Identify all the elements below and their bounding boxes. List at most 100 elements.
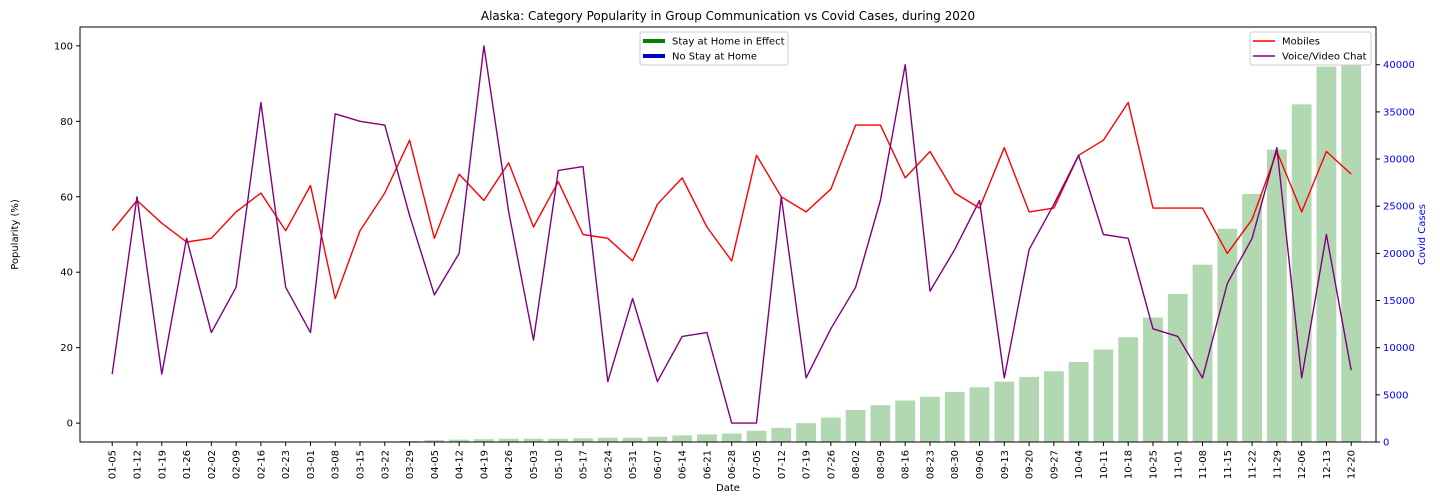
x-tick-label-04-26: 04-26 — [504, 450, 515, 479]
x-tick-label-10-18: 10-18 — [1124, 450, 1135, 479]
x-tick-label-03-22: 03-22 — [380, 450, 391, 479]
covid-bar-06-21 — [697, 434, 717, 442]
right-y-axis: 0 5000 10000 15000 20000 25000 30000 35000 40000 — [1376, 60, 1415, 449]
y-tick-label-80: 80 — [60, 117, 73, 128]
x-tick-label-08-16: 08-16 — [901, 450, 912, 479]
legend-label-0: Stay at Home in Effect — [672, 37, 785, 48]
covid-bar-05-10 — [548, 438, 569, 442]
x-tick-label-06-21: 06-21 — [702, 450, 713, 479]
series-legend-label-1: Voice/Video Chat — [1282, 52, 1367, 63]
covid-bar-12-13 — [1316, 66, 1337, 442]
covid-bar-07-05 — [746, 430, 767, 442]
covid-bar-04-12 — [449, 439, 470, 442]
legend-label-1: No Stay at Home — [672, 52, 757, 63]
covid-bar-07-19 — [796, 423, 816, 442]
x-tick-label-05-31: 05-31 — [628, 450, 639, 479]
covid-bar-11-15 — [1217, 228, 1238, 442]
y2-tick-label-35000: 35000 — [1383, 107, 1415, 118]
y2-tick-label-20000: 20000 — [1383, 249, 1415, 260]
x-tick-label-12-06: 12-06 — [1297, 450, 1308, 479]
x-tick-label-03-01: 03-01 — [306, 450, 317, 479]
legend-series: Mobiles Voice/Video Chat — [1249, 31, 1372, 66]
y2-tick-label-15000: 15000 — [1383, 296, 1415, 307]
x-tick-label-09-13: 09-13 — [1000, 450, 1011, 479]
covid-bar-08-02 — [845, 409, 866, 442]
x-tick-label-11-01: 11-01 — [1173, 450, 1184, 479]
legend-stay-at-home: Stay at Home in Effect No Stay at Home — [639, 31, 789, 66]
covid-bar-06-28 — [721, 433, 742, 442]
y2-tick-label-0: 0 — [1383, 438, 1389, 449]
covid-bar-08-09 — [870, 405, 891, 442]
x-tick-label-07-12: 07-12 — [777, 450, 788, 479]
x-axis-label: Date — [716, 483, 740, 494]
x-tick-label-09-06: 09-06 — [975, 450, 986, 479]
x-tick-label-01-19: 01-19 — [157, 450, 168, 479]
y2-tick-label-5000: 5000 — [1383, 390, 1408, 401]
x-tick-label-05-24: 05-24 — [603, 450, 614, 479]
y2-tick-label-30000: 30000 — [1383, 155, 1415, 166]
x-tick-label-10-11: 10-11 — [1099, 450, 1110, 479]
series-legend-label-0: Mobiles — [1282, 37, 1320, 48]
covid-bar-11-08 — [1192, 264, 1213, 442]
x-tick-label-03-29: 03-29 — [405, 450, 416, 479]
x-tick-label-12-20: 12-20 — [1347, 450, 1358, 479]
covid-bar-12-20 — [1341, 41, 1362, 442]
covid-bar-11-29 — [1266, 149, 1287, 442]
covid-bar-08-16 — [895, 400, 916, 442]
y2-tick-label-10000: 10000 — [1383, 343, 1415, 354]
covid-cases-bars — [399, 41, 1362, 442]
x-tick-label-07-19: 07-19 — [802, 450, 813, 479]
x-tick-label-04-19: 04-19 — [479, 450, 490, 479]
covid-bar-06-14 — [672, 435, 693, 442]
covid-bar-10-25 — [1143, 317, 1163, 442]
x-tick-label-02-09: 02-09 — [232, 450, 243, 479]
covid-bar-11-01 — [1167, 293, 1188, 442]
y-tick-label-40: 40 — [60, 268, 73, 279]
x-tick-label-02-02: 02-02 — [207, 450, 218, 479]
covid-bar-05-31 — [622, 437, 643, 442]
covid-bar-04-05 — [424, 440, 445, 442]
plot-frame — [79, 26, 1377, 443]
series-line-voice-video-chat — [111, 45, 1352, 424]
x-tick-label-09-20: 09-20 — [1025, 450, 1036, 479]
x-tick-label-05-03: 05-03 — [529, 450, 540, 479]
x-tick-label-06-07: 06-07 — [653, 450, 664, 479]
covid-bar-09-27 — [1043, 371, 1064, 442]
y2-tick-label-40000: 40000 — [1383, 60, 1415, 71]
x-tick-label-10-25: 10-25 — [1148, 450, 1159, 479]
x-tick-label-01-12: 01-12 — [132, 450, 143, 479]
y-tick-label-60: 60 — [60, 192, 73, 203]
x-tick-label-07-05: 07-05 — [752, 450, 763, 479]
covid-bar-05-17 — [573, 438, 593, 442]
x-tick-label-08-23: 08-23 — [925, 450, 936, 479]
x-tick-label-12-13: 12-13 — [1322, 450, 1333, 479]
x-tick-label-11-15: 11-15 — [1223, 450, 1234, 479]
y-tick-label-100: 100 — [54, 41, 73, 52]
x-tick-label-08-09: 08-09 — [876, 450, 887, 479]
x-tick-label-05-17: 05-17 — [579, 450, 590, 479]
x-tick-label-10-04: 10-04 — [1074, 450, 1085, 479]
y-axis-label: Popularity (%) — [10, 199, 21, 270]
covid-bar-10-04 — [1068, 361, 1089, 442]
covid-bar-12-06 — [1291, 104, 1312, 442]
covid-bar-06-07 — [647, 436, 668, 442]
covid-bar-10-18 — [1118, 337, 1139, 442]
covid-bar-04-26 — [498, 438, 519, 442]
covid-bar-05-03 — [523, 438, 544, 442]
series-line-mobiles — [111, 101, 1352, 300]
x-tick-label-01-05: 01-05 — [108, 450, 119, 479]
x-tick-label-03-15: 03-15 — [356, 450, 367, 479]
x-tick-label-05-10: 05-10 — [554, 450, 565, 479]
x-tick-label-06-14: 06-14 — [678, 450, 689, 479]
covid-bar-07-26 — [820, 417, 841, 442]
x-tick-label-04-12: 04-12 — [455, 450, 466, 479]
y-tick-label-20: 20 — [60, 343, 73, 354]
covid-bar-09-20 — [1019, 376, 1039, 442]
covid-bar-08-30 — [944, 392, 965, 442]
covid-bar-05-24 — [597, 437, 618, 442]
x-tick-label-11-08: 11-08 — [1198, 450, 1209, 479]
x-tick-label-08-02: 08-02 — [851, 450, 862, 479]
series-legend-box — [1249, 31, 1372, 66]
covid-bar-10-11 — [1093, 349, 1114, 442]
